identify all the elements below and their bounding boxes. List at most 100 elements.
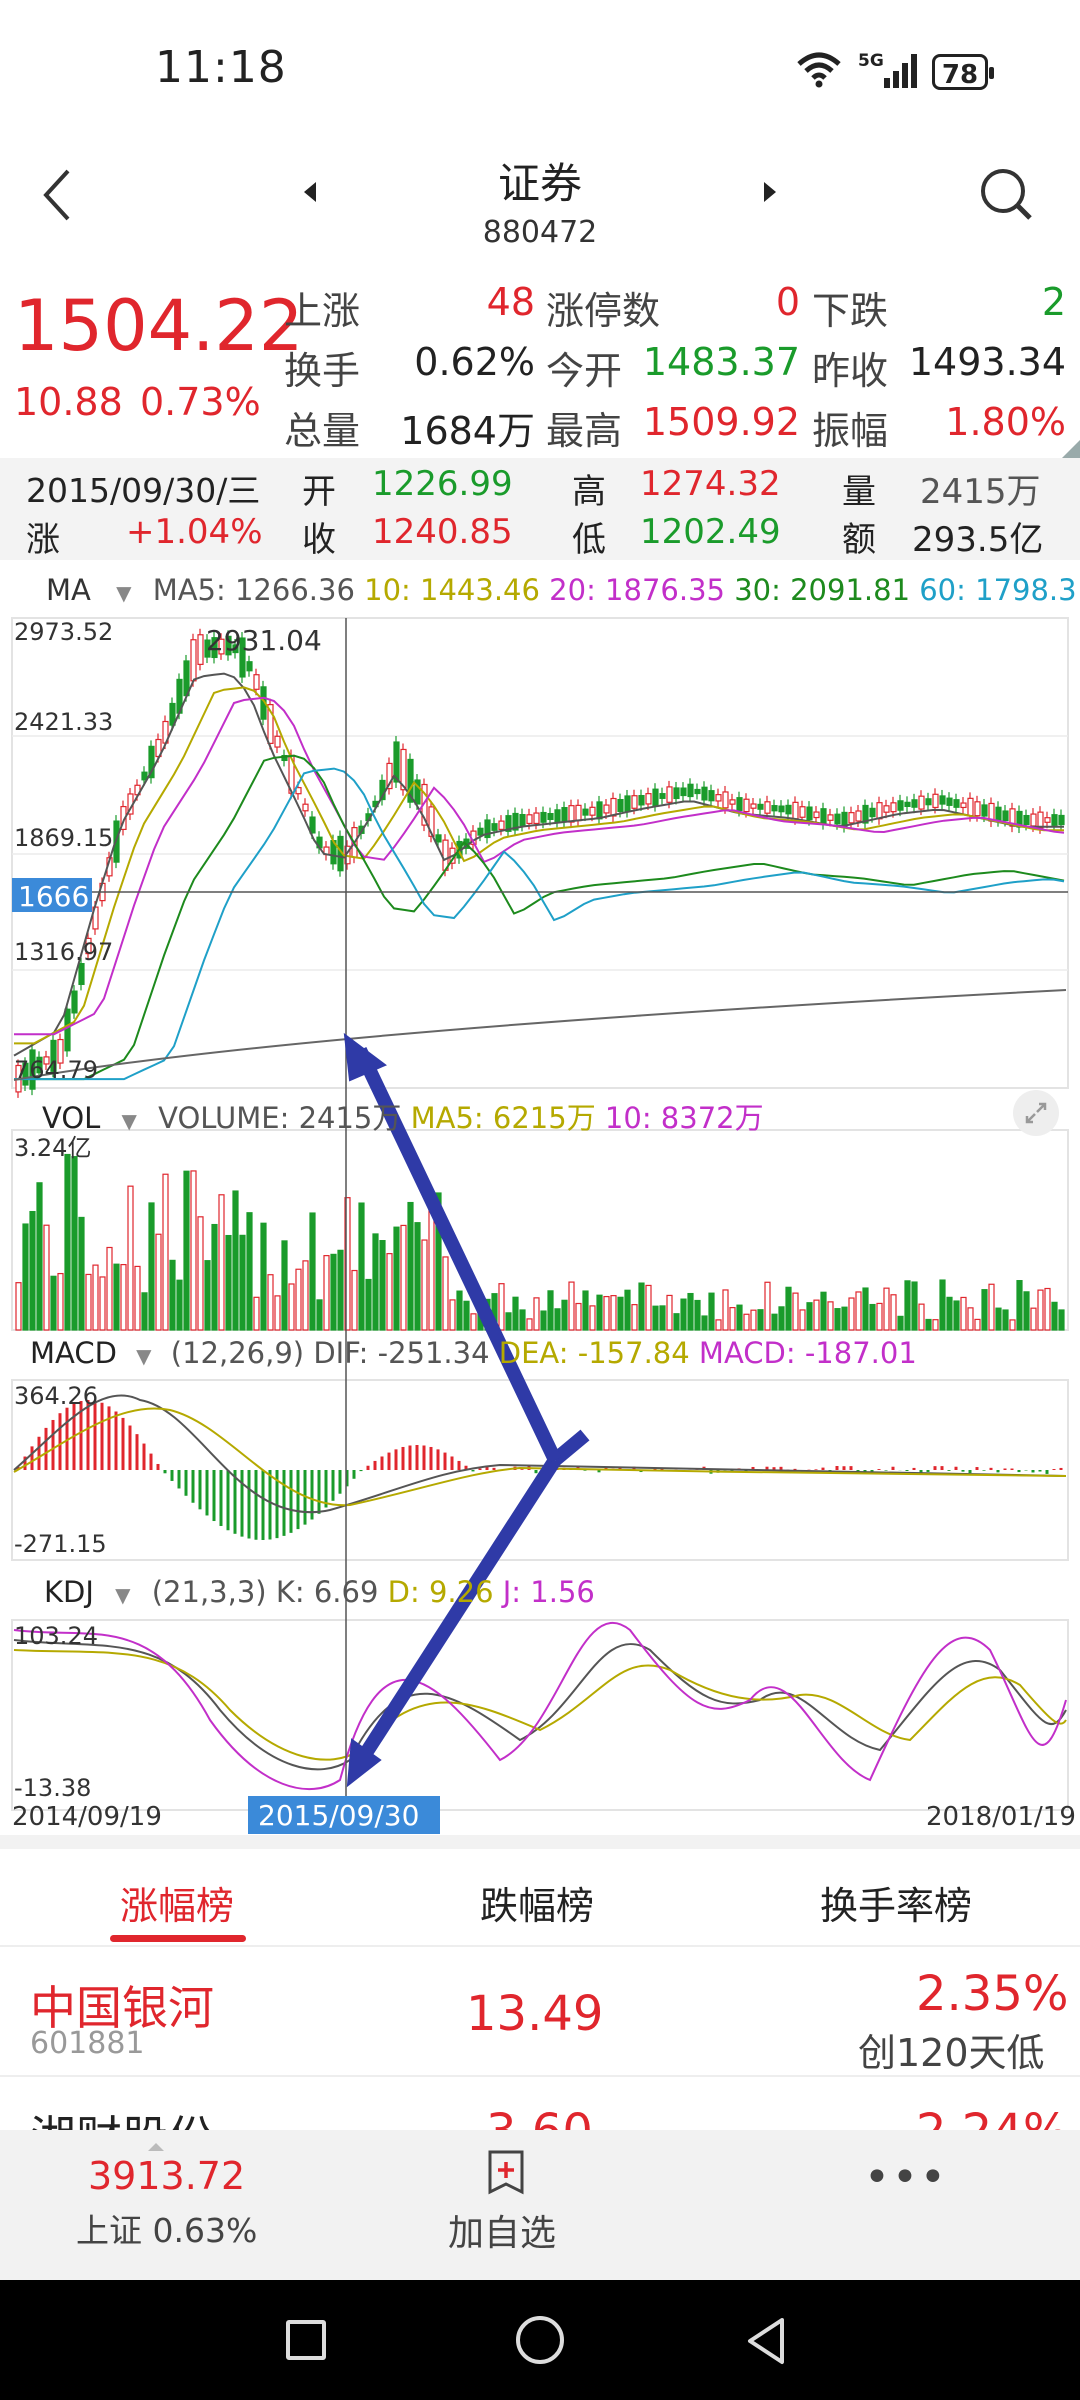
recent-apps-button[interactable]	[286, 2320, 326, 2360]
home-button[interactable]	[516, 2316, 564, 2364]
add-watch-icon[interactable]	[484, 2148, 528, 2200]
ma-line	[14, 754, 1065, 1081]
prev-stock-button[interactable]	[300, 180, 320, 208]
volume-bar	[820, 1291, 827, 1331]
candle-body	[85, 937, 92, 955]
cursor-price: 1666	[18, 880, 89, 913]
candle-body	[806, 806, 813, 821]
volume-bar	[575, 1302, 582, 1331]
kdj-lines	[13, 1621, 1067, 1791]
kline-chart[interactable]: 1666 2973.52 2421.33 1869.15 1316.97 764…	[0, 610, 1080, 1840]
candle-body	[967, 797, 974, 817]
volume-bar	[764, 1281, 771, 1331]
day-close: 1240.85	[372, 512, 513, 552]
volume-bar	[1023, 1291, 1030, 1331]
tab-losers[interactable]: 跌幅榜	[480, 1884, 595, 1928]
macd-dif: DIF: -251.34	[313, 1336, 490, 1370]
volume-bar	[932, 1319, 939, 1331]
candle-body	[29, 1049, 36, 1090]
volume-bar	[134, 1265, 141, 1331]
candlesticks	[15, 628, 1065, 1098]
index-name[interactable]: 上证 0.63%	[76, 2211, 258, 2250]
list-item[interactable]: 中国银河 601881 13.49 2.35% 创120天低	[0, 1950, 1080, 2077]
candle-body	[876, 802, 883, 820]
back-button[interactable]	[38, 165, 78, 225]
volume-bar	[715, 1319, 722, 1331]
volume-bar	[561, 1299, 568, 1331]
volume-bar	[1002, 1309, 1009, 1331]
ma-line	[14, 767, 1065, 1081]
volume-bar	[302, 1260, 309, 1331]
macd-value: MACD: -187.01	[698, 1336, 917, 1370]
volume-bar	[274, 1295, 281, 1331]
axis-mid3: 1316.97	[14, 938, 113, 966]
tab-turnover[interactable]: 换手率榜	[820, 1884, 973, 1928]
candle-body	[197, 634, 204, 665]
candle-body	[526, 814, 533, 825]
volume-bar	[113, 1263, 120, 1331]
volume-bar	[246, 1212, 253, 1331]
candle-body	[1058, 814, 1065, 826]
add-watch-button[interactable]: 加自选	[448, 2213, 557, 2254]
volume-bar	[974, 1318, 981, 1331]
tab-gainers[interactable]: 涨幅榜	[120, 1884, 235, 1928]
stat-label: 涨停数	[546, 289, 661, 333]
ma-legend[interactable]: MA ▼ MA5: 1266.36 10: 1443.46 20: 1876.3…	[46, 573, 1077, 607]
ma5-value: MA5: 1266.36	[152, 573, 355, 607]
volume-bar	[701, 1315, 708, 1331]
day-vol: 2415万	[920, 472, 1041, 512]
next-stock-button[interactable]	[760, 180, 780, 208]
volume-bar	[673, 1313, 680, 1331]
kdj-legend[interactable]: KDJ ▼ (21,3,3) K: 6.69 D: 9.26 J: 1.56	[44, 1575, 595, 1609]
candle-body	[918, 795, 925, 810]
axis-bottom: 764.79	[14, 1056, 98, 1084]
volume-bar	[470, 1313, 477, 1331]
axis-mid1: 2421.33	[14, 708, 113, 736]
peak-label: 2931.04	[206, 624, 322, 657]
ma-line	[14, 696, 1065, 1036]
candle-body	[561, 807, 568, 823]
kdj-label: KDJ	[44, 1575, 94, 1609]
macd-legend[interactable]: MACD ▼ (12,26,9) DIF: -251.34 DEA: -157.…	[30, 1336, 917, 1370]
volume-bar	[92, 1264, 99, 1331]
day-open: 1226.99	[372, 464, 513, 504]
volume-bar	[554, 1308, 561, 1331]
volume-bars	[15, 1153, 1065, 1331]
volume-bar	[785, 1286, 792, 1331]
volume-bar	[869, 1303, 876, 1331]
day-amt: 293.5亿	[912, 520, 1044, 560]
day-rise-label: 涨	[26, 520, 60, 560]
expand-corner-icon[interactable]	[1060, 440, 1080, 464]
volume-bar	[743, 1313, 750, 1331]
candle-body	[708, 790, 715, 802]
vol-legend[interactable]: VOL ▼ VOLUME: 2415万 MA5: 6215万 10: 8372万	[42, 1095, 764, 1137]
fullscreen-button[interactable]	[1013, 1090, 1059, 1136]
stat-value: 0.62%	[414, 340, 535, 384]
volume-bar	[351, 1269, 358, 1331]
volume-bar	[666, 1294, 673, 1331]
volume-bar	[393, 1226, 400, 1331]
search-button[interactable]	[978, 166, 1034, 226]
volume-bar	[652, 1305, 659, 1331]
stat-label: 上涨	[284, 289, 361, 333]
volume-bar	[827, 1301, 834, 1331]
stock-code: 601881	[30, 2026, 145, 2061]
stock-pct: 2.35%	[916, 1966, 1069, 2022]
volume-bar	[127, 1185, 134, 1331]
candle-body	[43, 1056, 50, 1065]
ma20-value: 20: 1876.35	[549, 573, 725, 607]
stat-label: 昨收	[812, 349, 889, 393]
more-icon[interactable]: •••	[864, 2152, 948, 2203]
volume-bar	[197, 1216, 204, 1331]
candle-body	[498, 820, 505, 830]
volume-bar	[190, 1170, 197, 1331]
candle-body	[778, 805, 785, 813]
candle-body	[589, 806, 596, 816]
day-low: 1202.49	[640, 512, 781, 552]
volume-bar	[659, 1305, 666, 1331]
volume-bar	[589, 1305, 596, 1331]
index-value[interactable]: 3913.72	[88, 2154, 246, 2198]
kdj-d: D: 9.26	[387, 1575, 494, 1609]
candle-body	[274, 735, 281, 748]
back-nav-button[interactable]	[744, 2316, 790, 2370]
